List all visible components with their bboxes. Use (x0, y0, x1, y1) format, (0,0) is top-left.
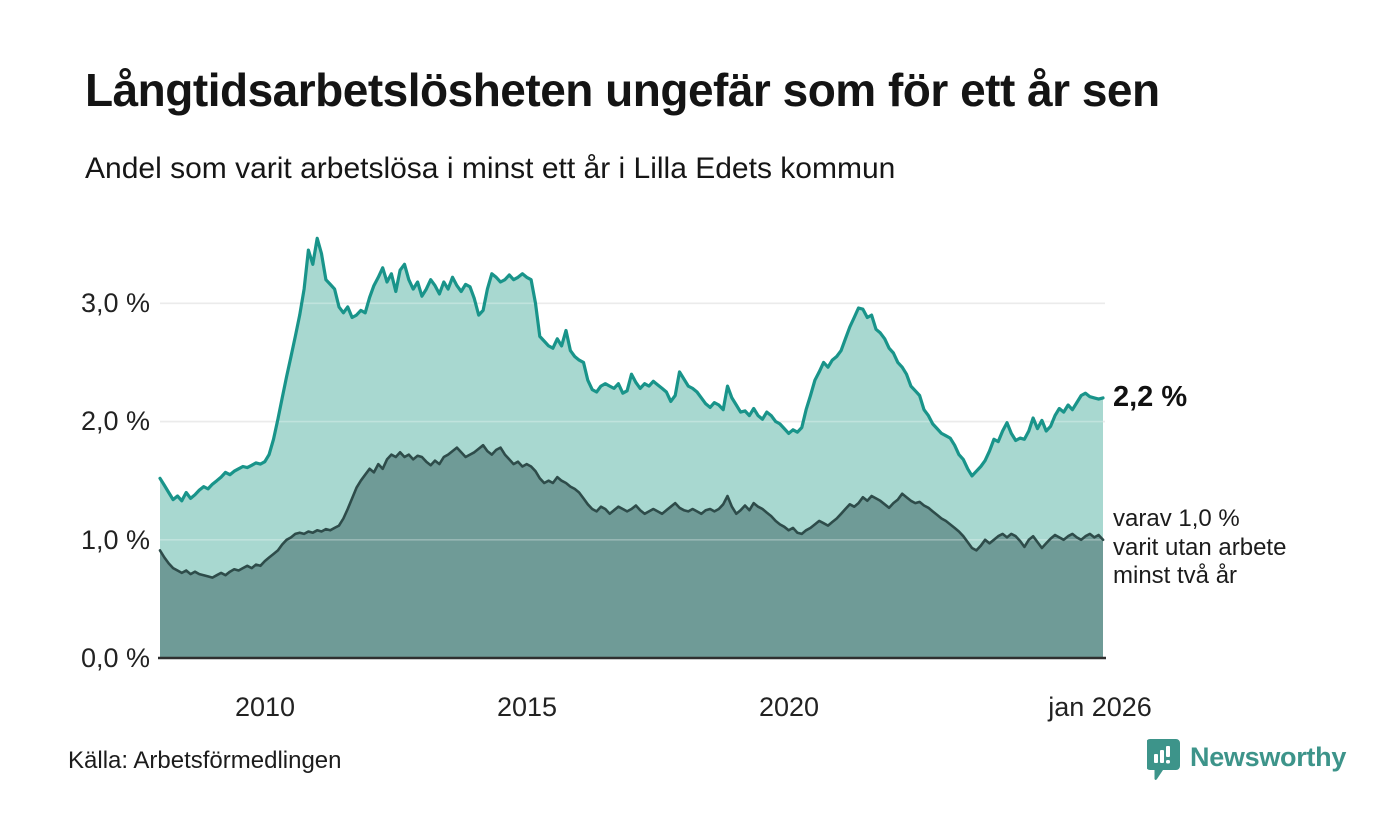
chart-subtitle: Andel som varit arbetslösa i minst ett å… (85, 152, 896, 185)
secondary-annotation: varav 1,0 % varit utan arbete minst två … (1113, 505, 1286, 591)
secondary-annotation-line-3: minst två år (1113, 562, 1238, 589)
secondary-annotation-line-1: varav 1,0 % (1113, 505, 1240, 532)
end-value-label: 2,2 % (1113, 381, 1188, 413)
secondary-annotation-line-2: varit utan arbete (1113, 533, 1287, 561)
y-axis-tick-3: 3,0 % (80, 288, 150, 318)
source-credit: Källa: Arbetsförmedlingen (68, 747, 342, 774)
y-axis-tick-1: 1,0 % (80, 525, 150, 555)
y-axis-tick-0: 0,0 % (80, 643, 150, 673)
y-axis-tick-2: 2,0 % (80, 406, 150, 436)
brand-name: Newsworthy (1190, 742, 1347, 772)
x-axis-tick-2020: 2020 (758, 692, 820, 722)
brand-logo: Newsworthy (1147, 739, 1346, 781)
x-axis-tick-jan-2026: jan 2026 (1048, 692, 1152, 722)
x-axis-tick-2015: 2015 (496, 692, 558, 722)
page-title: Långtidsarbetslösheten ungefär som för e… (85, 64, 1160, 116)
x-axis-tick-2010: 2010 (234, 692, 296, 722)
newsworthy-bubble-icon (1147, 739, 1180, 780)
